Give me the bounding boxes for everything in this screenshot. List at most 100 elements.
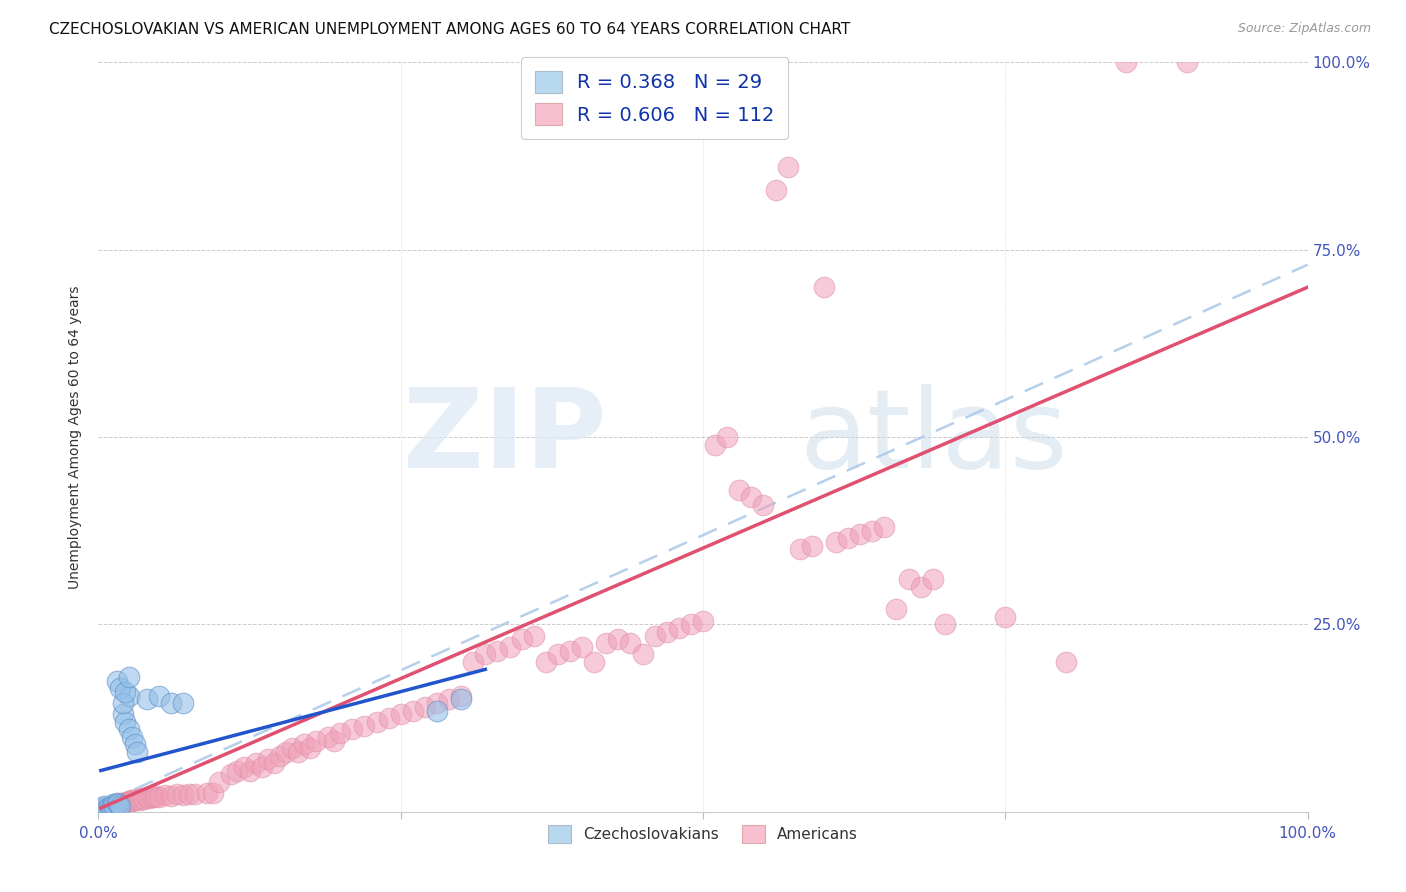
Point: [100, 799, 122, 814]
Point: [100, 798, 122, 813]
Point: [437, 692, 460, 706]
Point: [202, 786, 225, 800]
Point: [122, 793, 145, 807]
Point: [114, 714, 136, 729]
Point: [523, 629, 546, 643]
Point: [121, 794, 143, 808]
Point: [256, 752, 278, 766]
Point: [96, 801, 118, 815]
Point: [402, 704, 425, 718]
Point: [873, 520, 896, 534]
Point: [1115, 55, 1137, 70]
Point: [96, 802, 118, 816]
Point: [226, 764, 249, 778]
Point: [103, 799, 125, 814]
Point: [135, 692, 157, 706]
Point: [107, 798, 129, 813]
Point: [208, 774, 231, 789]
Point: [921, 573, 943, 587]
Text: atlas: atlas: [800, 384, 1069, 491]
Point: [105, 673, 128, 688]
Point: [287, 745, 309, 759]
Point: [108, 798, 131, 813]
Point: [239, 764, 262, 778]
Point: [127, 745, 149, 759]
Point: [145, 789, 167, 803]
Point: [450, 689, 472, 703]
Point: [160, 789, 183, 803]
Point: [389, 707, 412, 722]
Point: [111, 797, 134, 812]
Point: [897, 573, 920, 587]
Point: [450, 692, 472, 706]
Point: [111, 707, 134, 722]
Point: [100, 801, 122, 815]
Point: [107, 797, 129, 812]
Point: [148, 789, 170, 804]
Point: [510, 632, 533, 647]
Point: [179, 787, 201, 801]
Text: ZIP: ZIP: [404, 384, 606, 491]
Point: [316, 730, 339, 744]
Point: [121, 730, 143, 744]
Point: [103, 798, 125, 813]
Point: [837, 531, 859, 545]
Point: [131, 791, 153, 805]
Point: [97, 802, 120, 816]
Point: [813, 280, 835, 294]
Point: [595, 636, 617, 650]
Point: [679, 617, 702, 632]
Point: [281, 741, 304, 756]
Point: [765, 183, 787, 197]
Point: [117, 796, 139, 810]
Point: [101, 797, 124, 812]
Point: [1175, 55, 1198, 70]
Point: [108, 681, 131, 695]
Point: [98, 800, 121, 814]
Point: [195, 786, 218, 800]
Point: [153, 789, 176, 803]
Point: [250, 760, 273, 774]
Point: [789, 542, 811, 557]
Point: [860, 524, 883, 538]
Point: [148, 689, 170, 703]
Point: [740, 490, 762, 504]
Point: [934, 617, 956, 632]
Point: [607, 632, 630, 647]
Point: [108, 797, 131, 812]
Point: [619, 636, 641, 650]
Point: [135, 790, 157, 805]
Point: [547, 648, 569, 662]
Point: [118, 670, 141, 684]
Point: [90, 803, 112, 817]
Point: [716, 430, 738, 444]
Point: [426, 696, 449, 710]
Text: CZECHOSLOVAKIAN VS AMERICAN UNEMPLOYMENT AMONG AGES 60 TO 64 YEARS CORRELATION C: CZECHOSLOVAKIAN VS AMERICAN UNEMPLOYMENT…: [49, 22, 851, 37]
Point: [849, 527, 872, 541]
Point: [377, 711, 399, 725]
Point: [274, 745, 297, 759]
Point: [692, 614, 714, 628]
Point: [245, 756, 267, 770]
Point: [114, 797, 136, 811]
Point: [114, 685, 136, 699]
Point: [800, 539, 823, 553]
Point: [91, 802, 114, 816]
Point: [101, 800, 124, 814]
Point: [305, 733, 328, 747]
Text: Source: ZipAtlas.com: Source: ZipAtlas.com: [1237, 22, 1371, 36]
Point: [120, 793, 142, 807]
Point: [124, 793, 146, 807]
Point: [134, 792, 156, 806]
Point: [124, 737, 146, 751]
Y-axis label: Unemployment Among Ages 60 to 64 years: Unemployment Among Ages 60 to 64 years: [69, 285, 83, 589]
Point: [571, 640, 593, 654]
Point: [128, 793, 150, 807]
Point: [118, 794, 141, 808]
Point: [110, 797, 132, 811]
Point: [426, 704, 449, 718]
Point: [94, 802, 117, 816]
Point: [704, 437, 727, 451]
Point: [1054, 655, 1077, 669]
Point: [112, 796, 135, 810]
